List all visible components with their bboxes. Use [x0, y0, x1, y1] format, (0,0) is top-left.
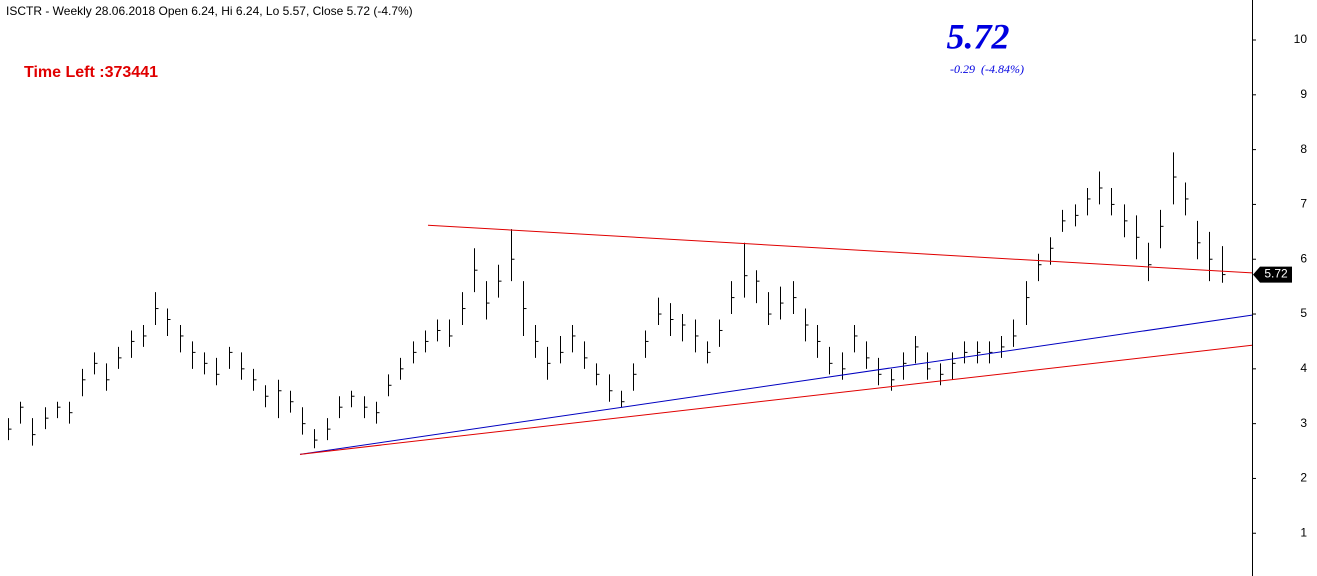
- y-tick-label: 2: [1300, 471, 1307, 485]
- y-tick-label: 6: [1300, 251, 1307, 265]
- trend-line: [427, 224, 1253, 274]
- y-tick-label: 10: [1294, 32, 1308, 46]
- last-price-label: 5.72: [1264, 267, 1288, 281]
- last-price-marker: [1253, 266, 1292, 283]
- timer: Time Left :373441: [24, 64, 158, 81]
- y-tick-label: 3: [1300, 416, 1307, 430]
- chart-title: ISCTR - Weekly 28.06.2018 Open 6.24, Hi …: [6, 4, 413, 18]
- trend-line: [299, 314, 1253, 455]
- y-tick-label: 7: [1300, 197, 1307, 211]
- price-change: -0.29 (-4.84%): [950, 62, 1024, 76]
- last-price-big: 5.72: [947, 16, 1010, 56]
- y-tick-label: 5: [1300, 306, 1307, 320]
- trend-line: [299, 344, 1253, 455]
- y-tick-label: 1: [1300, 525, 1307, 539]
- y-tick-label: 8: [1300, 142, 1307, 156]
- y-tick-label: 4: [1300, 361, 1307, 375]
- y-tick-label: 9: [1300, 87, 1307, 101]
